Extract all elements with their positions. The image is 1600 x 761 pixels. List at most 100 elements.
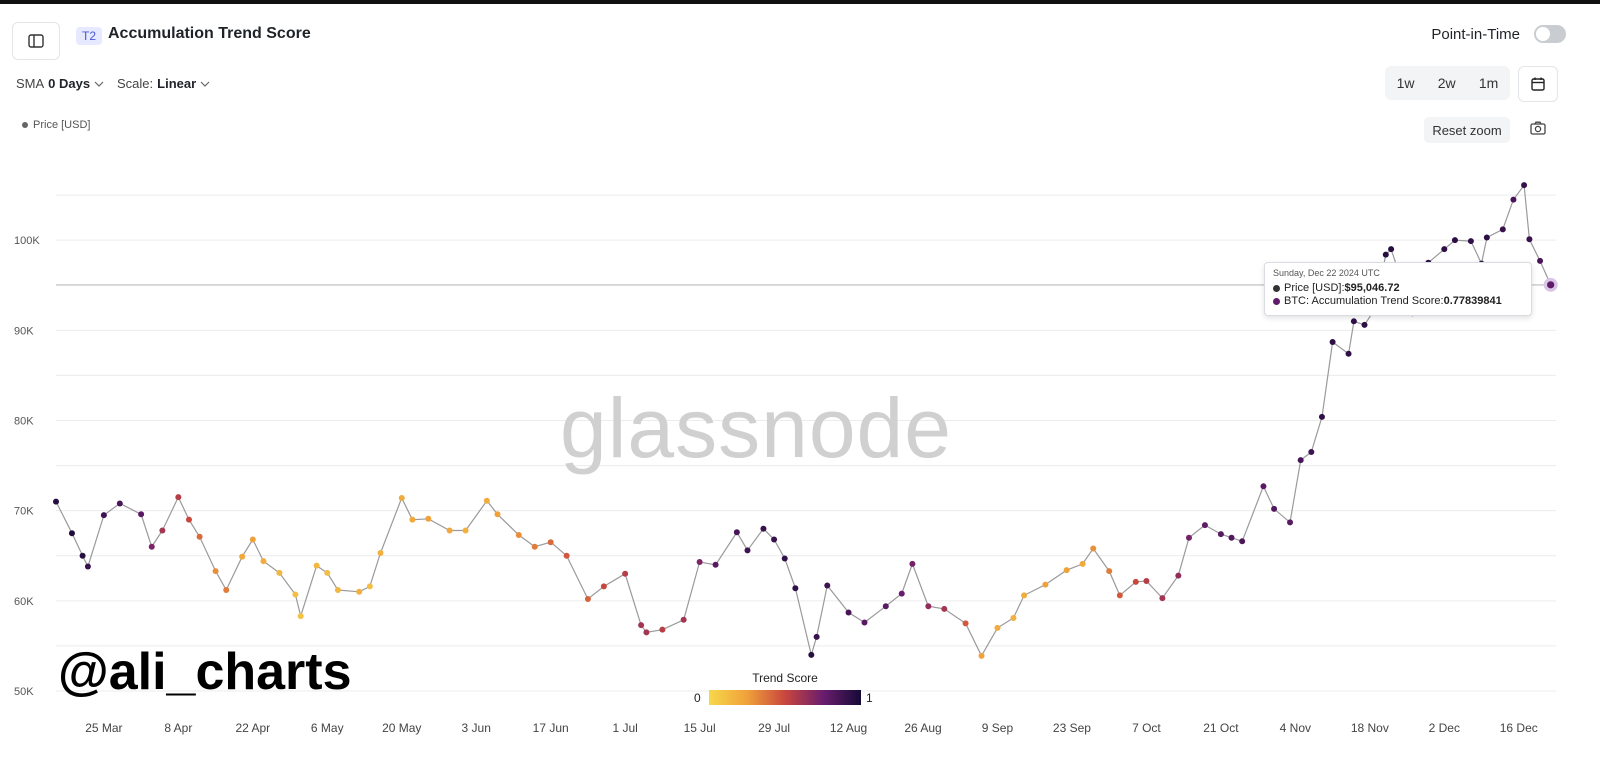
price-point [84, 563, 91, 570]
tooltip-score-dot [1273, 297, 1280, 305]
price-point [962, 620, 969, 627]
price-point [223, 587, 230, 593]
x-tick-label: 29 Jul [758, 721, 790, 735]
price-point [239, 553, 246, 560]
legend-dot [22, 122, 28, 128]
price-point [409, 516, 416, 523]
price-point [1388, 246, 1395, 253]
chevron-down-icon [200, 81, 210, 87]
price-point [1106, 568, 1113, 575]
price-point [1287, 519, 1294, 526]
price-point [978, 652, 985, 659]
price-point [861, 619, 868, 626]
price-point [398, 495, 405, 502]
price-point [813, 633, 820, 640]
price-point [68, 530, 75, 537]
x-tick-label: 26 Aug [904, 721, 941, 735]
price-point [1228, 534, 1235, 541]
x-tick-label: 23 Sep [1053, 721, 1091, 735]
sidebar-toggle-button[interactable] [12, 22, 60, 60]
price-point [925, 603, 932, 610]
price-point [1451, 237, 1458, 244]
x-tick-label: 17 Jun [533, 721, 569, 735]
price-point [733, 529, 740, 536]
date-picker-button[interactable] [1518, 66, 1558, 102]
price-point [515, 532, 522, 538]
tooltip-score-value: 0.77839841 [1443, 295, 1502, 307]
price-point [898, 590, 905, 597]
price-point [1329, 339, 1336, 346]
price-point [680, 616, 687, 623]
watermark: glassnode [560, 381, 952, 475]
price-point [1361, 321, 1368, 328]
tooltip-date: Sunday, Dec 22 2024 UTC [1273, 268, 1380, 278]
price-point [941, 605, 948, 612]
reset-zoom-button[interactable]: Reset zoom [1424, 117, 1510, 143]
price-point [324, 569, 331, 576]
scale-value: Linear [157, 76, 197, 91]
point-in-time-label: Point-in-Time [1431, 26, 1520, 43]
price-point [1510, 196, 1517, 203]
price-point [175, 494, 182, 501]
scale-label: Scale: [117, 76, 154, 91]
price-point [100, 512, 107, 519]
price-point [638, 622, 645, 629]
price-point [1143, 577, 1150, 584]
y-tick-label: 50K [14, 686, 34, 698]
price-point [249, 536, 256, 543]
price-point [600, 583, 607, 590]
price-point [1063, 567, 1070, 574]
y-tick-label: 90K [14, 325, 34, 337]
x-tick-label: 2 Dec [1429, 721, 1460, 735]
price-point [696, 559, 703, 566]
price-point [659, 626, 666, 633]
price-point [313, 562, 320, 569]
screenshot-button[interactable] [1530, 121, 1546, 140]
x-tick-label: 8 Apr [164, 721, 192, 735]
price-point [1159, 595, 1166, 602]
price-point [771, 536, 778, 543]
price-point [1217, 531, 1224, 538]
price-point [1079, 560, 1086, 567]
range-1w-button[interactable]: 1w [1396, 75, 1415, 91]
price-point [584, 596, 591, 603]
x-tick-label: 15 Jul [684, 721, 716, 735]
price-point [1318, 413, 1325, 420]
price-point [1350, 318, 1357, 325]
sma-select[interactable]: SMA 0 Days [16, 76, 104, 91]
price-point [792, 585, 799, 592]
author-handle: @ali_charts [58, 643, 352, 701]
x-tick-label: 25 Mar [85, 721, 122, 735]
price-point [297, 613, 304, 620]
price-point [1090, 545, 1097, 552]
point-in-time-toggle[interactable] [1534, 25, 1566, 43]
y-tick-label: 80K [14, 415, 34, 427]
x-tick-label: 4 Nov [1280, 721, 1311, 735]
price-point [563, 552, 570, 559]
price-point [462, 527, 469, 534]
x-tick-label: 20 May [382, 721, 421, 735]
price-point [1132, 578, 1139, 585]
range-2w-button[interactable]: 2w [1437, 75, 1456, 91]
price-point [1547, 281, 1555, 289]
x-tick-label: 21 Oct [1203, 721, 1239, 735]
x-axis: 25 Mar 8 Apr 22 Apr 6 May 20 May 3 Jun 17 Jun 1… [85, 721, 1538, 735]
tooltip-price-value: $95,046.72 [1344, 282, 1400, 294]
x-tick-label: 3 Jun [462, 721, 491, 735]
top-border [0, 0, 1600, 4]
x-tick-label: 18 Nov [1351, 721, 1389, 735]
price-point [377, 550, 384, 557]
tooltip-score-row: BTC: Accumulation Trend Score: 0.7783984… [1273, 295, 1502, 307]
price-point [138, 511, 145, 518]
price-point [185, 516, 192, 523]
price-point [845, 609, 852, 616]
price-point [356, 588, 363, 595]
chart-legend[interactable]: Price [USD] [22, 119, 90, 131]
price-point [1260, 483, 1267, 490]
price-point [1239, 538, 1246, 545]
colorbar-min-label: 0 [694, 691, 701, 705]
scale-select[interactable]: Scale: Linear [117, 76, 210, 91]
legend-price-label: Price [USD] [33, 119, 91, 131]
range-1m-button[interactable]: 1m [1478, 75, 1499, 91]
price-point [494, 511, 501, 518]
